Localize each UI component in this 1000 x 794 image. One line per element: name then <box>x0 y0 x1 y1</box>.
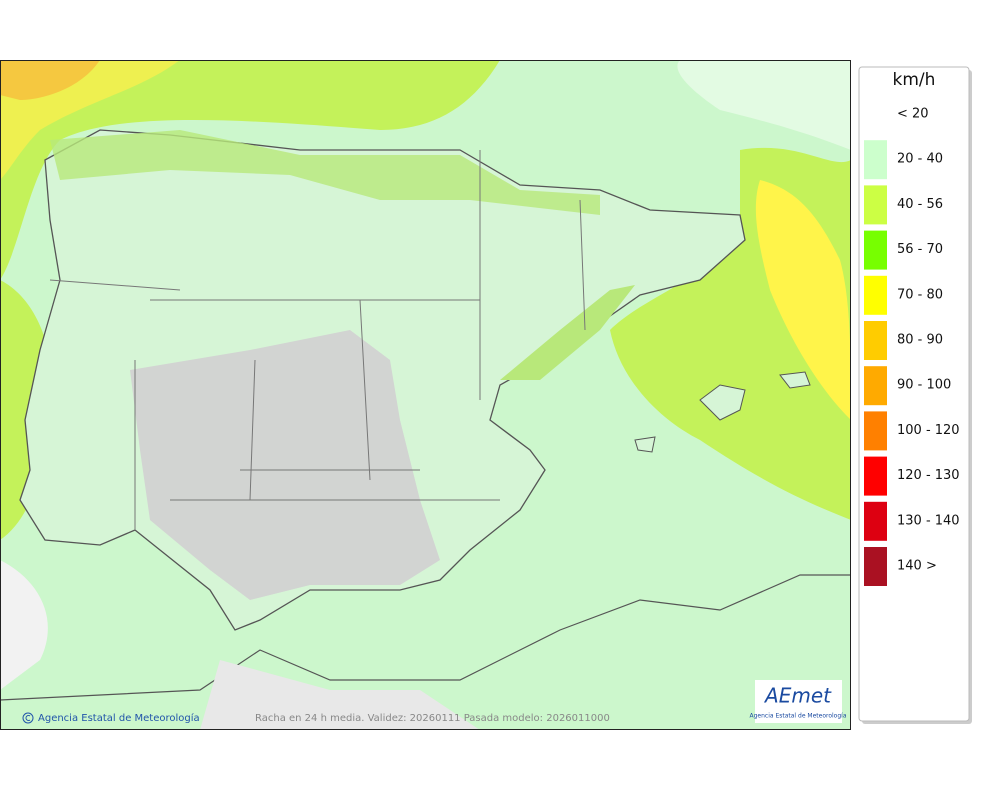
legend-label: < 20 <box>897 107 929 122</box>
calm-zone <box>677 60 851 150</box>
footer-caption: Racha en 24 h media. Validez: 20260111 P… <box>255 713 610 724</box>
legend-label: 40 - 56 <box>897 197 943 212</box>
legend-swatch <box>864 456 887 496</box>
footer-credit: Agencia Estatal de Meteorología <box>38 712 200 724</box>
calm-zone-africa <box>200 660 480 730</box>
legend-swatch <box>864 501 887 541</box>
legend-swatch <box>864 185 887 225</box>
legend-items: < 20 20 - 40 40 - 56 56 - 70 70 - 80 80 - 90 9… <box>864 107 960 586</box>
logo-box <box>755 680 842 723</box>
gust-band-gulf <box>755 180 851 420</box>
calm-zone-sw <box>0 560 48 690</box>
relief-interior <box>130 330 440 600</box>
legend-label: 100 - 120 <box>897 423 960 438</box>
legend-swatch <box>864 366 887 406</box>
legend-swatch <box>864 411 887 451</box>
map-field <box>0 60 851 730</box>
legend-label: 120 - 130 <box>897 468 960 483</box>
legend-label: 20 - 40 <box>897 152 943 167</box>
legend-label: 80 - 90 <box>897 333 943 348</box>
logo-name: AEmet <box>763 684 832 708</box>
gust-band-strong <box>0 60 100 100</box>
region-borders <box>49 150 586 530</box>
legend-label: 130 - 140 <box>897 513 960 528</box>
legend-label: 70 - 80 <box>897 287 943 302</box>
gust-band-iberico <box>500 285 635 380</box>
copyright-icon <box>22 712 34 724</box>
legend-unit: km/h <box>893 70 936 90</box>
legend-swatch <box>864 230 887 270</box>
legend-label: 56 - 70 <box>897 242 943 257</box>
legend-swatch <box>864 140 887 180</box>
copyright-icon-c <box>25 715 31 721</box>
legend-swatch <box>864 547 887 586</box>
map-frame <box>0 60 851 730</box>
legend-label: 140 > <box>897 559 937 574</box>
legend-swatch <box>864 321 887 360</box>
gust-band-north <box>0 60 500 280</box>
balearic-islands <box>634 371 811 453</box>
gust-band-cantabria <box>50 130 600 215</box>
logo-subtitle: Agencia Estatal de Meteorología <box>750 713 847 720</box>
legend-swatch <box>864 275 887 315</box>
legend-label: 90 - 100 <box>897 378 951 393</box>
